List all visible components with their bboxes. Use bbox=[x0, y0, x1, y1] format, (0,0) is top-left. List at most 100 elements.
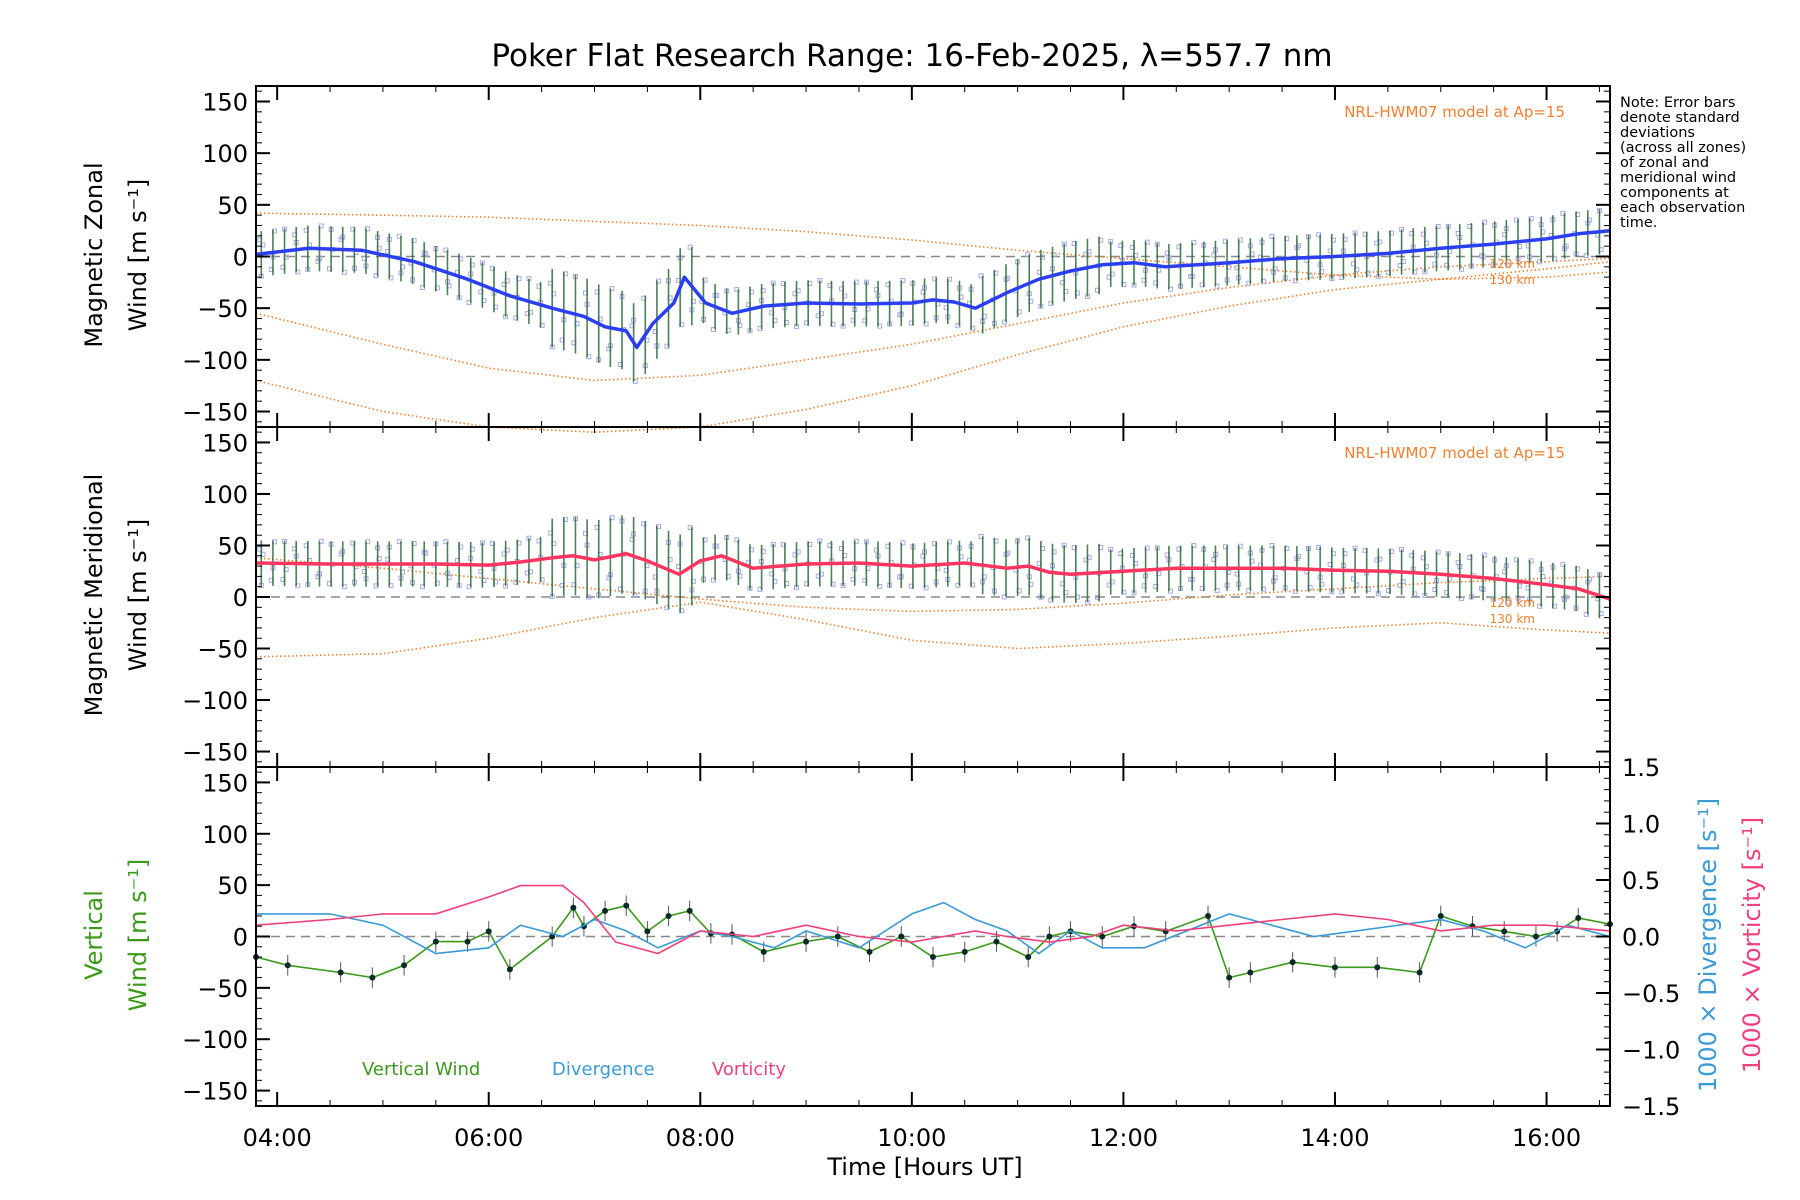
legend-vorticity: Vorticity bbox=[712, 1059, 786, 1080]
y-axis-label: Wind [m s⁻¹] bbox=[124, 519, 152, 671]
vertical-wind-point bbox=[644, 928, 651, 935]
vertical-wind-point bbox=[686, 907, 693, 914]
chart-title: Poker Flat Research Range: 16-Feb-2025, … bbox=[491, 38, 1332, 74]
y-tick-label: 0 bbox=[233, 924, 248, 952]
vertical-wind-point bbox=[1025, 954, 1032, 961]
model-curve bbox=[255, 601, 1611, 658]
y-tick-label: −50 bbox=[197, 295, 248, 323]
vertical-wind-point bbox=[570, 904, 577, 911]
vertical-wind-point bbox=[485, 928, 492, 935]
legend-vertical-wind: Vertical Wind bbox=[362, 1059, 480, 1080]
legend-divergence: Divergence bbox=[552, 1059, 655, 1080]
right-tick-label: −1.5 bbox=[1622, 1093, 1680, 1121]
y-tick-label: −50 bbox=[197, 636, 248, 664]
vertical-wind-point bbox=[1046, 933, 1053, 940]
x-tick-label: 06:00 bbox=[454, 1124, 523, 1152]
vertical-wind-point bbox=[803, 938, 810, 945]
scatter-point bbox=[420, 584, 426, 590]
y-tick-label: −50 bbox=[197, 975, 248, 1003]
note-text: Note: Error bars denote standard deviati… bbox=[1620, 95, 1746, 231]
vertical-wind-point bbox=[464, 938, 471, 945]
scatter-point bbox=[341, 269, 347, 275]
y-tick-label: −100 bbox=[182, 347, 248, 375]
y-axis-label: Magnetic Zonal bbox=[80, 162, 108, 347]
x-tick-label: 08:00 bbox=[666, 1124, 735, 1152]
vertical-wind-point bbox=[1501, 928, 1508, 935]
right-tick-label: 0.5 bbox=[1622, 867, 1660, 895]
x-tick-label: 12:00 bbox=[1089, 1124, 1158, 1152]
x-tick-label: 14:00 bbox=[1300, 1124, 1369, 1152]
x-axis-label: Time [Hours UT] bbox=[826, 1153, 1022, 1181]
meridional-wind-line bbox=[255, 551, 1611, 601]
model-curve bbox=[255, 257, 1611, 382]
note-line: components at bbox=[1620, 185, 1729, 201]
right-tick-label: 1.5 bbox=[1622, 754, 1660, 782]
note-line: each observation bbox=[1620, 200, 1745, 216]
vertical-wind-point bbox=[1374, 964, 1381, 971]
right-tick-label: 0.0 bbox=[1622, 924, 1660, 952]
y-axis-label: Vertical bbox=[80, 890, 108, 980]
right-axis-label-vorticity: 1000 × Vorticity [s⁻¹] bbox=[1738, 817, 1766, 1073]
model-height-label: 120 km bbox=[1490, 596, 1535, 610]
y-tick-label: 150 bbox=[202, 429, 248, 457]
right-tick-label: −1.0 bbox=[1622, 1037, 1680, 1065]
y-tick-label: 150 bbox=[202, 89, 248, 117]
vertical-wind-point bbox=[930, 954, 936, 961]
vertical-wind-point bbox=[549, 933, 556, 940]
panel-zonal-labels: NRL-HWM07 model at Ap=15 120 km 130 km M… bbox=[80, 103, 1565, 348]
panel-vertical-labels: Vertical Wind [m s⁻¹] 1000 × Divergence … bbox=[80, 798, 1766, 1092]
x-tick-label: 16:00 bbox=[1512, 1124, 1581, 1152]
note-line: (across all zones) bbox=[1620, 140, 1746, 156]
y-tick-label: −150 bbox=[182, 739, 248, 767]
y-tick-label: 100 bbox=[202, 140, 248, 168]
y-tick-label: 50 bbox=[217, 532, 248, 560]
vertical-wind-point bbox=[866, 948, 873, 955]
vertical-wind-point bbox=[1226, 974, 1233, 981]
y-tick-label: −100 bbox=[182, 687, 248, 715]
y-tick-label: 100 bbox=[202, 481, 248, 509]
scatter-point bbox=[1560, 561, 1566, 567]
vorticity-line bbox=[255, 884, 1611, 955]
model-height-label: 130 km bbox=[1490, 612, 1535, 626]
vertical-wind-point bbox=[1205, 912, 1212, 919]
note-line: deviations bbox=[1620, 125, 1695, 141]
right-tick-label: −0.5 bbox=[1622, 980, 1680, 1008]
y-tick-label: 50 bbox=[217, 872, 248, 900]
vertical-wind-point bbox=[602, 907, 609, 914]
note-line: denote standard bbox=[1620, 110, 1740, 126]
y-tick-label: −150 bbox=[182, 1078, 248, 1106]
right-axis-label-divergence: 1000 × Divergence [s⁻¹] bbox=[1694, 798, 1722, 1092]
y-axis-label: Wind [m s⁻¹] bbox=[124, 179, 152, 331]
right-tick-label: 1.0 bbox=[1622, 811, 1660, 839]
panel-vertical: 1.5 1.0 0.5 0.0 −0.5 −1.0 −1.5 150 100 50 0 −50 −100… bbox=[182, 754, 1680, 1152]
vertical-wind-point bbox=[1247, 969, 1254, 976]
model-height-label: 120 km bbox=[1490, 257, 1535, 271]
model-label: NRL-HWM07 model at Ap=15 bbox=[1344, 103, 1565, 121]
panel-frame bbox=[255, 766, 1611, 1107]
y-tick-label: 0 bbox=[233, 244, 248, 272]
vertical-wind-point bbox=[665, 912, 672, 919]
vertical-wind-point bbox=[1099, 933, 1106, 940]
vertical-wind-point bbox=[1289, 959, 1296, 966]
vertical-wind-point bbox=[1532, 933, 1539, 940]
note-line: time. bbox=[1620, 215, 1657, 231]
scatter-point bbox=[711, 327, 716, 332]
scatter-point bbox=[1292, 588, 1298, 594]
divergence-line bbox=[256, 901, 1611, 955]
vertical-wind-point bbox=[432, 938, 439, 945]
panel-meridional-labels: NRL-HWM07 model at Ap=15 120 km 130 km M… bbox=[80, 444, 1565, 716]
y-axis-label: Magnetic Meridional bbox=[80, 474, 108, 717]
vertical-wind-point bbox=[1416, 969, 1423, 976]
model-height-label: 130 km bbox=[1490, 273, 1535, 287]
y-tick-label: 150 bbox=[202, 769, 248, 797]
y-tick-label: 100 bbox=[202, 821, 248, 849]
model-curve bbox=[255, 260, 1611, 434]
vertical-wind-point bbox=[369, 974, 376, 981]
x-tick-label: 10:00 bbox=[877, 1124, 946, 1152]
y-axis-label: Wind [m s⁻¹] bbox=[124, 859, 152, 1011]
vertical-wind-point bbox=[993, 938, 1000, 945]
y-tick-label: −150 bbox=[182, 399, 248, 427]
y-tick-label: −100 bbox=[182, 1026, 248, 1054]
